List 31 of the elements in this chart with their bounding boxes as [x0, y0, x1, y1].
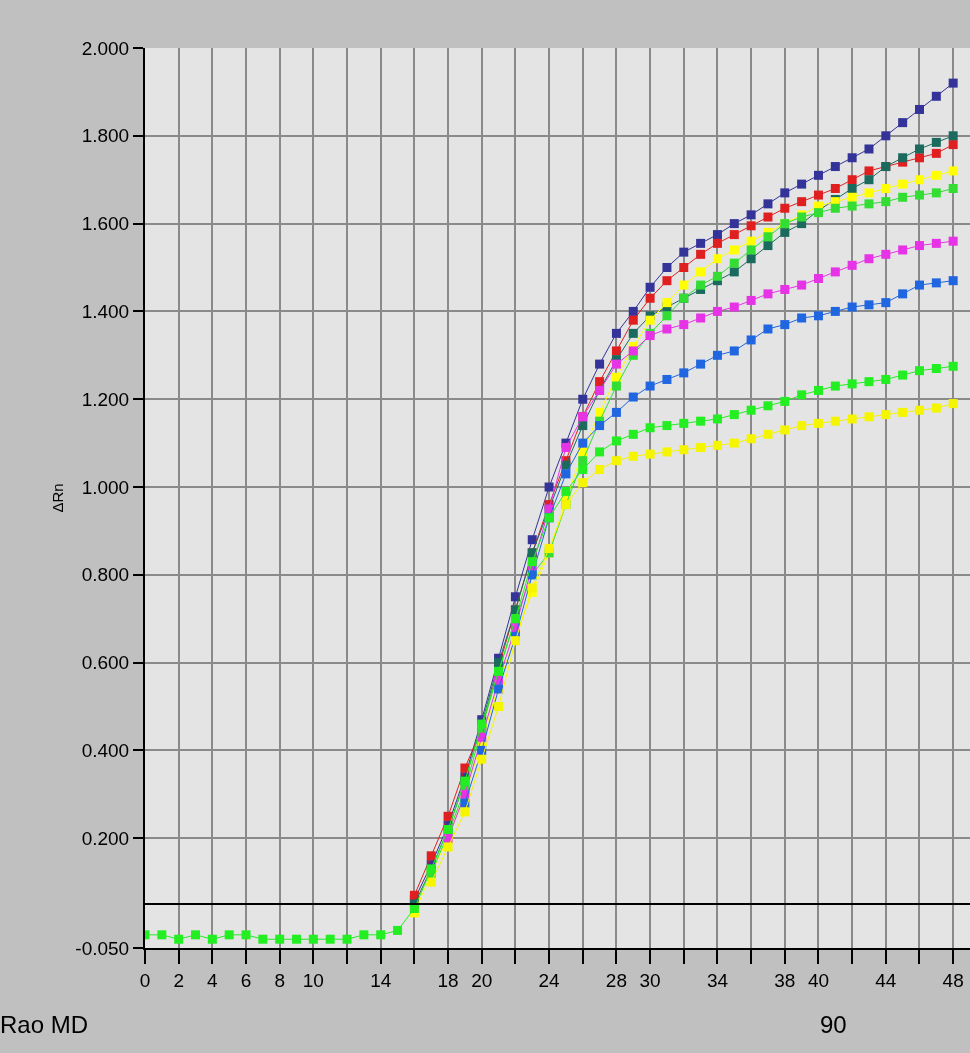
x-tick-label: 38 [774, 969, 796, 991]
y-tick-label: 0.200 [81, 827, 130, 849]
y-tick-label: 2.000 [81, 37, 130, 59]
y-axis-title: ΔRn [49, 483, 67, 513]
y-tick-label: 0.400 [81, 740, 130, 762]
x-tick-label: 2 [173, 969, 184, 991]
x-tick-label: 10 [302, 969, 324, 991]
y-tick-label: 0.600 [81, 652, 130, 674]
x-tick-label: 24 [538, 969, 561, 991]
x-tick-label: 6 [240, 969, 252, 991]
y-tick-label: 1.600 [81, 213, 130, 235]
x-tick-label: 8 [274, 969, 285, 991]
y-tick-label: 0.800 [81, 564, 130, 586]
x-tick-label: 30 [639, 969, 661, 991]
text: Rao MD [0, 1011, 89, 1038]
x-tick-label: 34 [706, 969, 729, 991]
x-tick-label: 14 [370, 969, 392, 991]
y-tick-label: -0.050 [75, 937, 130, 959]
x-tick-label: 20 [471, 969, 493, 991]
x-tick-label: 0 [139, 969, 151, 991]
x-tick-label: 40 [807, 969, 830, 991]
x-tick-label: 18 [437, 969, 459, 991]
y-tick-label: 1.400 [81, 301, 130, 323]
text: 90 [820, 1011, 847, 1038]
y-tick-label: 1.800 [81, 125, 130, 147]
x-tick-label: 4 [207, 969, 219, 991]
x-tick-label: 44 [875, 969, 897, 991]
x-tick-label: 48 [942, 969, 964, 991]
y-tick-label: 1.000 [81, 476, 130, 498]
y-tick-label: 1.200 [81, 388, 130, 410]
x-tick-label: 28 [605, 969, 627, 991]
